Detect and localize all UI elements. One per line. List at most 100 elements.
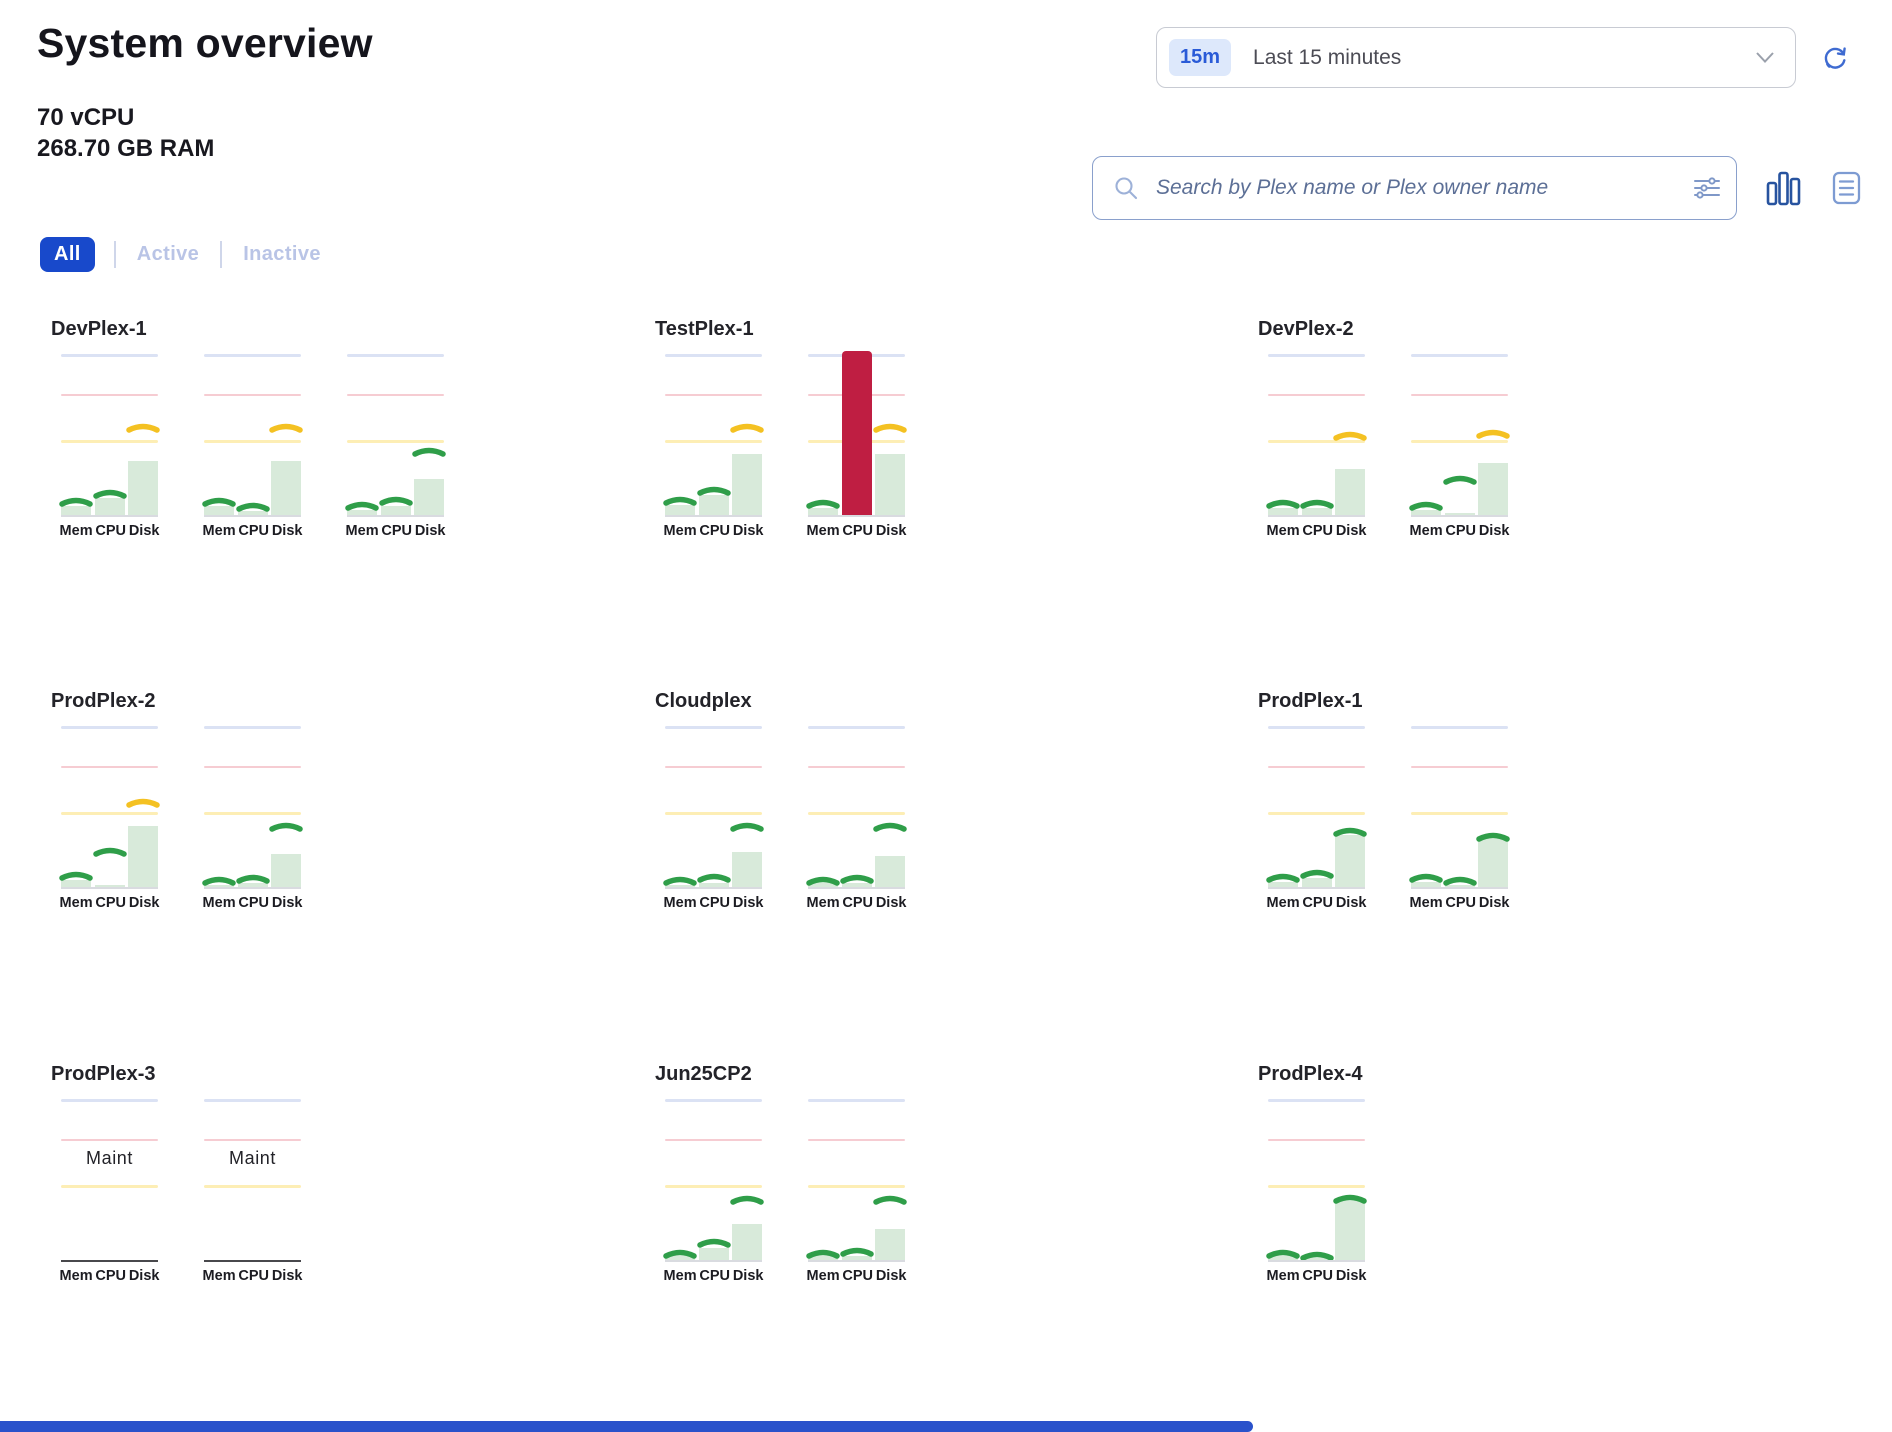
yellow-threshold-line [808,1185,905,1188]
mem-bar [665,1256,695,1261]
gauge-baseline [665,515,762,517]
page-title: System overview [37,20,373,66]
metric-label-cpu: CPU [95,1268,127,1284]
mem-bar [347,509,377,516]
green-marker-arc [730,1196,764,1206]
chart-view-button[interactable] [1766,170,1801,207]
green-marker-arc [1266,499,1300,509]
gauge-baseline [808,515,905,517]
gauge-baseline [1268,515,1365,517]
plex-card-testplex-1[interactable]: TestPlex-1 Mem CPU Disk Mem CPU Disk [655,318,907,539]
red-threshold-line [204,1138,301,1141]
yellow-marker-arc [730,423,764,433]
metric-label-disk: Disk [271,523,303,539]
plex-name: DevPlex-2 [1258,318,1354,340]
cpu-bar [841,883,872,888]
search-icon [1115,176,1138,199]
mem-bar [808,1256,838,1261]
red-threshold-line [61,393,158,396]
metric-label-disk: Disk [128,895,160,911]
metric-labels: Mem CPU Disk [60,523,160,539]
search-box[interactable] [1092,156,1737,220]
mem-gauge [806,354,840,516]
gauge-baseline [61,515,158,517]
cpu-gauge [1442,726,1477,888]
disk-gauge [1476,726,1510,888]
node-gauge: Mem CPU Disk [1409,354,1510,539]
disk-bar [732,852,762,888]
green-marker-arc [235,503,270,513]
filter-tab-inactive[interactable]: Inactive [243,242,321,265]
mem-gauge [59,354,93,516]
yellow-marker-arc [126,423,160,433]
status-filter-tabs: All Active Inactive [40,235,323,273]
yellow-threshold-line [61,812,158,815]
yellow-marker-arc [269,423,303,433]
filter-sliders-icon[interactable] [1692,173,1722,203]
ram-total: 268.70 GB RAM [37,135,215,162]
red-threshold-line [665,765,762,768]
mem-bar [808,883,838,888]
green-marker-arc [839,1248,874,1258]
search-input[interactable] [1154,175,1678,201]
horizontal-scrollbar-thumb[interactable] [0,1421,1253,1432]
metric-label-cpu: CPU [842,895,874,911]
cpu-gauge [1442,354,1477,516]
filter-separator [113,240,116,268]
gauge-baseline [61,887,158,889]
cpu-gauge [235,354,270,516]
disk-gauge [269,354,303,516]
time-range-select[interactable]: 15m Last 15 minutes [1156,27,1796,88]
node-gauge: Mem CPU Disk [1409,726,1510,911]
green-marker-arc [663,496,697,506]
metric-label-cpu: CPU [1445,523,1477,539]
red-threshold-line [1268,393,1365,396]
mem-gauge [663,1099,697,1261]
plex-name: ProdPlex-4 [1258,1063,1363,1085]
metric-label-disk: Disk [1478,523,1510,539]
gauge-top-line [1411,726,1508,729]
green-marker-arc [378,496,413,506]
red-threshold-line [808,765,905,768]
metric-labels: Mem CPU Disk [60,895,160,911]
metric-labels: Mem CPU Disk [203,895,303,911]
metric-label-disk: Disk [271,1268,303,1284]
green-marker-arc [839,875,874,885]
cpu-bar [1301,1257,1332,1261]
plex-card-jun25cp2[interactable]: Jun25CP2 Mem CPU Disk Mem CPU Disk [655,1063,907,1284]
plex-card-prodplex-4[interactable]: ProdPlex-4 Mem CPU Disk [1258,1063,1367,1284]
filter-tab-active[interactable]: Active [136,242,200,265]
metric-label-cpu: CPU [381,523,413,539]
mem-gauge [1266,1099,1300,1261]
yellow-threshold-line [665,440,762,443]
metric-label-disk: Disk [1335,1268,1367,1284]
metric-label-mem: Mem [1266,895,1300,911]
plex-card-devplex-2[interactable]: DevPlex-2 Mem CPU Disk Mem CPU Disk [1258,318,1510,539]
plex-card-cloudplex[interactable]: Cloudplex Mem CPU Disk Mem CPU Disk [655,690,907,911]
mem-gauge [1266,354,1300,516]
cpu-gauge [235,726,270,888]
green-marker-arc [663,876,697,886]
cpu-bar [1301,507,1332,516]
refresh-button[interactable] [1821,44,1849,72]
filter-tab-all[interactable]: All [40,236,95,272]
disk-gauge [269,726,303,888]
green-marker-arc [1266,873,1300,883]
plex-card-prodplex-2[interactable]: ProdPlex-2 Mem CPU Disk Mem CPU Disk [51,690,303,911]
disk-gauge [730,354,764,516]
red-threshold-line [204,765,301,768]
gauge-baseline [1411,887,1508,889]
plex-card-prodplex-1[interactable]: ProdPlex-1 Mem CPU Disk Mem CPU Disk [1258,690,1510,911]
gauge-baseline [1411,515,1508,517]
plex-card-devplex-1[interactable]: DevPlex-1 Mem CPU Disk Mem CPU Disk Mem CPU Disk [51,318,446,539]
plex-card-prodplex-3[interactable]: ProdPlex-3 Maint Mem CPU Disk Maint Mem CPU Disk [51,1063,303,1284]
mem-bar [1268,881,1298,888]
metric-label-mem: Mem [663,895,697,911]
cpu-gauge [1299,726,1334,888]
maint-badge: Maint [85,1147,133,1168]
disk-bar [271,853,301,888]
disk-gauge [873,726,907,888]
disk-gauge [412,354,446,516]
list-view-button[interactable] [1830,170,1863,206]
mem-bar [1411,881,1441,888]
